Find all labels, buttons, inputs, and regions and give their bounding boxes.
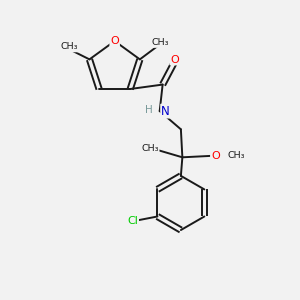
Text: O: O [110, 36, 119, 46]
Text: CH₃: CH₃ [227, 151, 244, 160]
Text: Cl: Cl [127, 216, 138, 226]
Text: CH₃: CH₃ [61, 43, 78, 52]
Text: CH₃: CH₃ [141, 144, 159, 153]
Text: CH₃: CH₃ [151, 38, 169, 47]
Text: H: H [145, 105, 152, 115]
Text: O: O [170, 55, 179, 64]
Text: N: N [161, 105, 170, 118]
Text: O: O [211, 151, 220, 161]
